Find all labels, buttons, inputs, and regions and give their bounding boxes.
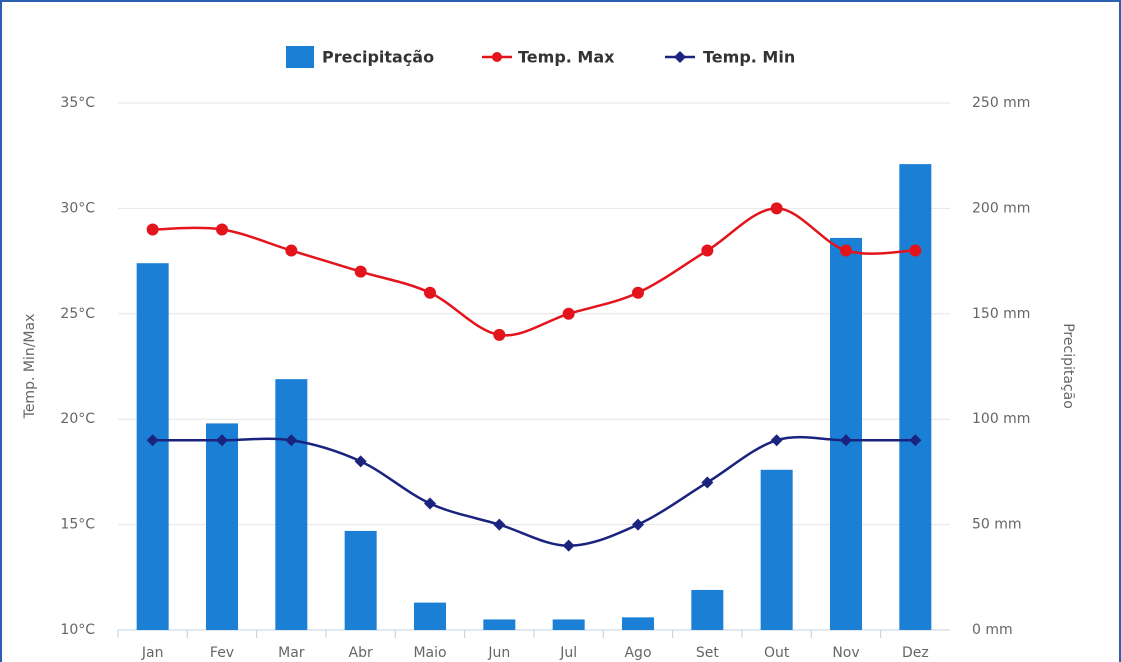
point [493, 328, 506, 341]
legend-swatch [674, 51, 686, 63]
x-tick-label: Jan [141, 645, 164, 661]
point [424, 286, 436, 299]
y-tick-label: 30°C [60, 200, 95, 216]
bar [414, 602, 446, 630]
point [354, 455, 367, 468]
point [909, 434, 922, 447]
x-tick-label: Jun [487, 645, 510, 661]
bar [275, 379, 308, 630]
y2-tick-label: 0 mm [972, 622, 1013, 638]
point [840, 244, 852, 257]
point [424, 497, 436, 510]
bar [552, 619, 585, 630]
point [354, 265, 367, 278]
x-tick-label: Abr [349, 645, 373, 661]
y2-axis-title: Precipitação [1060, 323, 1076, 409]
y-tick-label: 15°C [60, 517, 95, 533]
point [632, 286, 644, 299]
legend-label: Temp. Min [703, 48, 795, 67]
x-tick-label: Fev [210, 645, 234, 661]
x-tick-label: Ago [624, 645, 651, 661]
y-tick-label: 20°C [60, 411, 95, 427]
x-tick-label: Dez [902, 645, 929, 661]
point [701, 476, 714, 489]
point [216, 434, 228, 447]
y2-tick-label: 250 mm [972, 95, 1030, 111]
x-tick-label: Set [696, 645, 720, 661]
legend-swatch [492, 52, 502, 62]
point [285, 244, 298, 257]
point [285, 434, 298, 447]
bar [760, 469, 793, 630]
x-tick-label: Nov [832, 645, 859, 661]
y-tick-label: 25°C [60, 306, 95, 322]
x-tick-label: Out [764, 645, 790, 661]
x-tick-label: Mar [278, 645, 305, 661]
point [493, 518, 506, 531]
point [909, 244, 922, 257]
y2-tick-label: 100 mm [972, 411, 1030, 427]
point [632, 518, 644, 531]
y2-tick-label: 50 mm [972, 517, 1022, 533]
point [701, 244, 714, 257]
bar [136, 263, 169, 630]
bar [830, 237, 862, 631]
x-tick-label: Maio [413, 645, 446, 661]
point [562, 307, 575, 320]
y-tick-label: 10°C [60, 622, 95, 638]
point [146, 434, 159, 447]
y-tick-label: 35°C [60, 95, 95, 111]
point [770, 202, 783, 215]
bar [691, 589, 724, 630]
y2-tick-label: 150 mm [972, 306, 1030, 322]
legend-label: Precipitação [322, 48, 434, 67]
bar [622, 617, 654, 630]
y2-tick-label: 200 mm [972, 200, 1030, 216]
bar [344, 530, 377, 630]
legend-label: Temp. Max [518, 48, 615, 67]
y-axis-title: Temp. Min/Max [22, 314, 38, 420]
legend-swatch [286, 46, 314, 68]
point [770, 434, 783, 447]
bar [206, 423, 238, 630]
point [216, 223, 228, 236]
x-tick-label: Jul [559, 645, 577, 661]
point [146, 223, 159, 236]
point [562, 539, 575, 552]
bar [899, 164, 932, 630]
bar [483, 619, 516, 630]
point [840, 434, 852, 447]
